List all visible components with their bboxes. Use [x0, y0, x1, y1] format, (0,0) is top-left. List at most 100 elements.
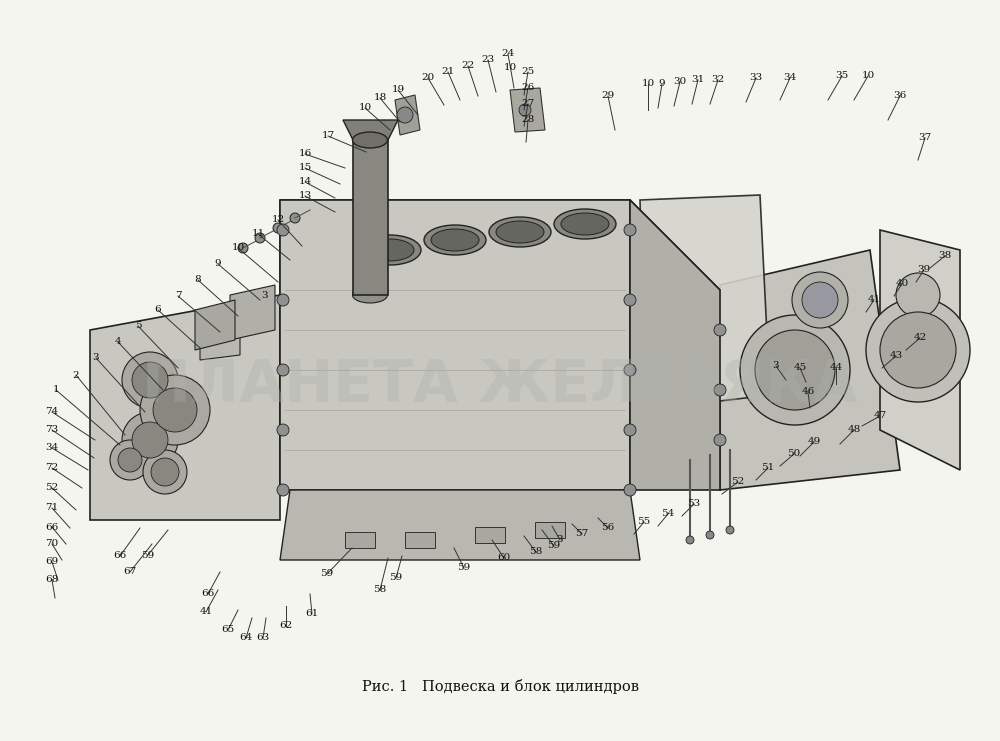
Text: 27: 27 — [521, 99, 535, 108]
Text: 56: 56 — [601, 523, 615, 533]
Text: 61: 61 — [305, 610, 319, 619]
Polygon shape — [195, 300, 235, 350]
Circle shape — [122, 352, 178, 408]
Circle shape — [110, 440, 150, 480]
Text: 65: 65 — [221, 625, 235, 634]
Circle shape — [122, 412, 178, 468]
Text: 10: 10 — [503, 64, 517, 73]
Polygon shape — [880, 230, 960, 470]
Polygon shape — [280, 200, 370, 490]
Polygon shape — [405, 532, 435, 548]
Text: 38: 38 — [938, 251, 952, 261]
Circle shape — [118, 448, 142, 472]
Circle shape — [740, 315, 850, 425]
Text: 8: 8 — [195, 276, 201, 285]
Text: 7: 7 — [175, 291, 181, 301]
Polygon shape — [280, 490, 640, 560]
Text: 20: 20 — [421, 73, 435, 82]
Text: 66: 66 — [113, 551, 127, 560]
Circle shape — [624, 424, 636, 436]
Text: 59: 59 — [320, 570, 334, 579]
Circle shape — [714, 384, 726, 396]
Text: 51: 51 — [761, 464, 775, 473]
Circle shape — [277, 294, 289, 306]
Ellipse shape — [424, 225, 486, 255]
Polygon shape — [395, 95, 420, 135]
Text: 58: 58 — [529, 548, 543, 556]
Text: 34: 34 — [45, 444, 59, 453]
Circle shape — [624, 484, 636, 496]
Circle shape — [714, 324, 726, 336]
Text: 22: 22 — [461, 62, 475, 70]
Text: 66: 66 — [201, 590, 215, 599]
Text: 45: 45 — [793, 364, 807, 373]
Text: ПЛАНЕТА ЖЕЛЕЗЯКА: ПЛАНЕТА ЖЕЛЕЗЯКА — [142, 357, 858, 413]
Text: 68: 68 — [45, 576, 59, 585]
Text: 3: 3 — [262, 290, 268, 299]
Text: 57: 57 — [575, 530, 589, 539]
Text: 5: 5 — [135, 322, 141, 330]
Circle shape — [143, 450, 187, 494]
Text: 3: 3 — [557, 536, 563, 545]
Text: 29: 29 — [601, 91, 615, 101]
Text: 3: 3 — [93, 353, 99, 362]
Text: 66: 66 — [45, 522, 59, 531]
Text: 42: 42 — [913, 333, 927, 342]
Circle shape — [624, 224, 636, 236]
Text: 4: 4 — [115, 337, 121, 347]
Polygon shape — [630, 200, 720, 490]
Ellipse shape — [496, 221, 544, 243]
Text: 37: 37 — [918, 133, 932, 142]
Text: 28: 28 — [521, 116, 535, 124]
Polygon shape — [345, 532, 375, 548]
Polygon shape — [200, 320, 240, 360]
Ellipse shape — [352, 287, 388, 303]
Text: 3: 3 — [773, 362, 779, 370]
Text: 59: 59 — [547, 542, 561, 551]
Circle shape — [397, 107, 413, 123]
Circle shape — [726, 526, 734, 534]
Text: 58: 58 — [373, 585, 387, 594]
Polygon shape — [230, 285, 275, 340]
Circle shape — [151, 458, 179, 486]
Text: 34: 34 — [783, 73, 797, 82]
Text: 40: 40 — [895, 279, 909, 288]
Polygon shape — [510, 88, 545, 132]
Text: 33: 33 — [749, 73, 763, 82]
Text: 46: 46 — [801, 388, 815, 396]
Text: 50: 50 — [787, 450, 801, 459]
Polygon shape — [280, 200, 720, 290]
Text: 9: 9 — [659, 79, 665, 88]
Text: 24: 24 — [501, 50, 515, 59]
Text: 60: 60 — [497, 554, 511, 562]
Text: 35: 35 — [835, 71, 849, 81]
Text: 64: 64 — [239, 634, 253, 642]
Ellipse shape — [489, 217, 551, 247]
Circle shape — [880, 312, 956, 388]
Circle shape — [273, 223, 283, 233]
Circle shape — [792, 272, 848, 328]
Circle shape — [277, 224, 289, 236]
Text: 43: 43 — [889, 351, 903, 361]
Text: 26: 26 — [521, 84, 535, 93]
Text: 10: 10 — [231, 244, 245, 253]
Text: 19: 19 — [391, 85, 405, 95]
Polygon shape — [280, 200, 630, 490]
Text: 72: 72 — [45, 464, 59, 473]
Text: 73: 73 — [45, 425, 59, 434]
Polygon shape — [535, 522, 565, 538]
Text: 1: 1 — [53, 385, 59, 394]
Text: 17: 17 — [321, 131, 335, 141]
Text: 31: 31 — [691, 76, 705, 84]
Text: 13: 13 — [298, 191, 312, 201]
Circle shape — [132, 422, 168, 458]
Text: 21: 21 — [441, 67, 455, 76]
Text: 53: 53 — [687, 499, 701, 508]
Text: 10: 10 — [358, 104, 372, 113]
Text: 44: 44 — [829, 364, 843, 373]
Text: 41: 41 — [867, 296, 881, 305]
Text: 52: 52 — [45, 483, 59, 493]
Ellipse shape — [561, 213, 609, 235]
Polygon shape — [343, 120, 398, 140]
Circle shape — [277, 364, 289, 376]
